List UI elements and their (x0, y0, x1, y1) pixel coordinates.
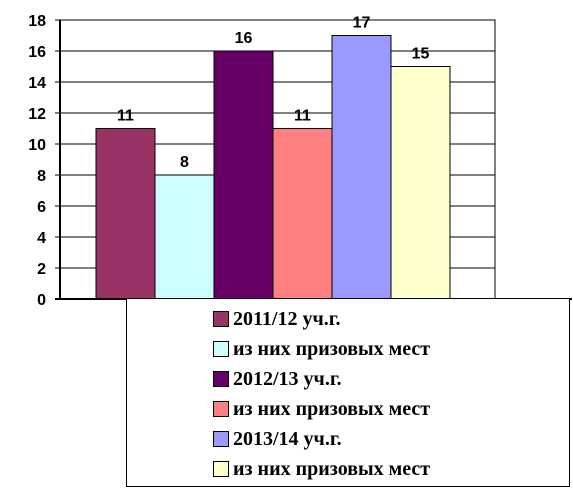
data-labels: 11 8 16 11 17 15 (117, 15, 429, 172)
legend-label: из них призовых мест (233, 397, 431, 420)
legend-swatch (213, 341, 229, 357)
data-label: 16 (235, 30, 253, 47)
legend-label: из них призовых мест (233, 337, 431, 360)
bar (272, 128, 333, 300)
legend-swatch (213, 461, 229, 477)
legend-label: 2011/12 уч.г. (233, 307, 341, 330)
legend-item: 2012/13 уч.г. (213, 364, 342, 394)
y-tick-label: 16 (28, 44, 46, 61)
data-label: 17 (353, 15, 371, 32)
y-tick-label: 14 (28, 75, 46, 92)
bar (213, 50, 274, 300)
legend-label: 2012/13 уч.г. (233, 367, 342, 390)
data-label: 8 (180, 154, 189, 171)
legend-swatch (213, 311, 229, 327)
y-tick-label: 8 (37, 168, 46, 185)
legend-label: 2013/14 уч.г. (233, 427, 342, 450)
legend-swatch (213, 431, 229, 447)
data-label: 11 (117, 108, 134, 125)
data-label: 11 (294, 108, 311, 125)
y-tick-label: 10 (28, 137, 46, 154)
y-tick-label: 12 (28, 106, 46, 123)
bar (331, 35, 392, 300)
data-label: 15 (412, 46, 430, 63)
bar (95, 128, 156, 300)
y-tick-labels: 0 2 4 6 8 10 12 14 16 18 (28, 13, 46, 309)
y-tick-label: 2 (37, 261, 46, 278)
bar (390, 66, 451, 300)
y-tick-label: 4 (37, 230, 46, 247)
legend-item: из них призовых мест (213, 334, 430, 364)
legend-item: из них призовых мест (213, 394, 430, 424)
legend-item: 2013/14 уч.г. (213, 424, 342, 454)
y-tick-label: 18 (28, 13, 46, 30)
y-tick-label: 0 (37, 292, 46, 309)
legend-label: из них призовых мест (233, 457, 431, 480)
y-tick-label: 6 (37, 199, 46, 216)
legend-item: из них призовых мест (213, 454, 430, 484)
legend: 2011/12 уч.г. из них призовых мест 2012/13… (126, 298, 570, 487)
bar (154, 174, 215, 300)
legend-swatch (213, 371, 229, 387)
legend-item: 2011/12 уч.г. (213, 304, 341, 334)
legend-swatch (213, 401, 229, 417)
bars (95, 35, 451, 300)
